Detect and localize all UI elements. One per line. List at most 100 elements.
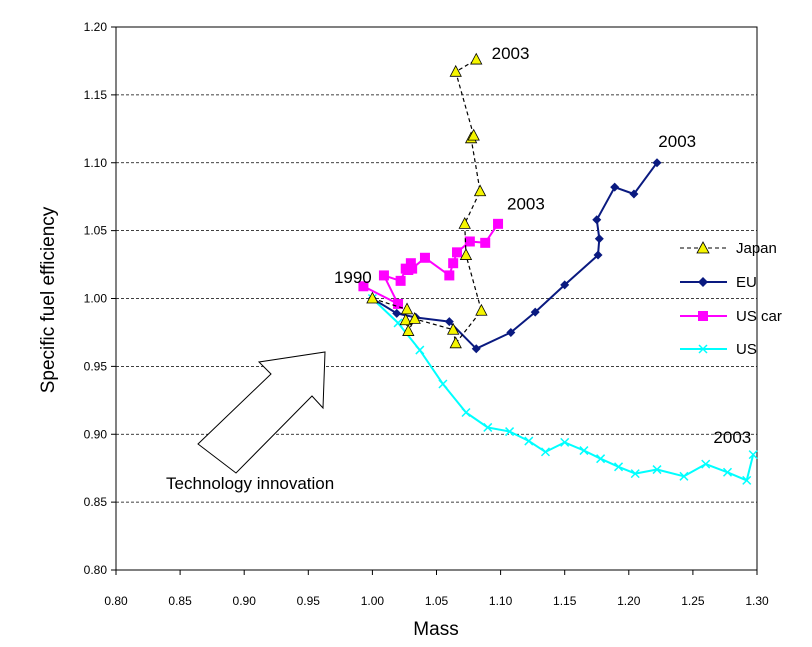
data-point-japan bbox=[366, 291, 379, 304]
series-line-eu bbox=[371, 162, 658, 350]
data-point-us bbox=[524, 436, 534, 446]
annotation-label: 2003 bbox=[658, 132, 696, 151]
legend-label-japan: Japan bbox=[736, 240, 777, 257]
data-point-eu bbox=[610, 182, 620, 192]
data-point-us bbox=[614, 462, 624, 472]
legend-entry-japan: Japan bbox=[680, 240, 777, 257]
y-tick-label: 1.10 bbox=[84, 156, 108, 170]
data-point-us bbox=[701, 459, 711, 469]
data-point-us bbox=[679, 471, 689, 481]
legend-marker-us bbox=[698, 344, 708, 354]
data-point-us bbox=[722, 467, 733, 477]
series-japan bbox=[366, 52, 488, 349]
data-point-us bbox=[461, 407, 471, 418]
series-line-us bbox=[371, 297, 755, 482]
data-point-us-car bbox=[493, 218, 504, 229]
data-point-japan bbox=[473, 184, 487, 197]
annotation-label: 1990 bbox=[334, 268, 372, 287]
data-point-eu bbox=[592, 215, 602, 225]
data-point-us bbox=[630, 469, 640, 479]
y-tick-label: 1.20 bbox=[84, 20, 108, 34]
series-us bbox=[367, 293, 758, 485]
x-tick-label: 1.25 bbox=[681, 594, 705, 608]
legend-label-us: US bbox=[736, 341, 757, 358]
data-point-us bbox=[596, 454, 606, 464]
legend-entry-us-car: US car bbox=[680, 308, 782, 325]
data-point-us-car bbox=[407, 263, 418, 274]
data-point-us bbox=[579, 446, 589, 456]
annotations: 2003 2003 2003 2003 1990 Technology innovatio… bbox=[166, 44, 751, 493]
x-tick-label: 0.95 bbox=[297, 594, 321, 608]
data-point-us-car bbox=[405, 258, 416, 269]
x-tick-label: 0.90 bbox=[233, 594, 257, 608]
data-point-japan bbox=[458, 216, 471, 229]
data-point-us-car bbox=[395, 275, 406, 286]
annotation-label: 2003 bbox=[507, 195, 545, 214]
data-point-eu bbox=[392, 308, 402, 318]
legend-entry-eu: EU bbox=[680, 274, 757, 291]
data-point-japan bbox=[449, 336, 462, 349]
data-point-eu bbox=[530, 307, 540, 317]
data-point-us bbox=[560, 437, 570, 447]
data-point-japan bbox=[399, 313, 412, 326]
x-tick-label: 1.15 bbox=[553, 594, 577, 608]
x-tick-label: 1.30 bbox=[745, 594, 769, 608]
data-point-eu bbox=[471, 344, 481, 354]
y-tick-label: 1.15 bbox=[84, 88, 108, 102]
y-tick-label: 0.80 bbox=[84, 563, 108, 577]
data-point-us bbox=[748, 450, 758, 460]
y-axis-title: Specific fuel efficiency bbox=[38, 206, 59, 393]
x-tick-label: 1.00 bbox=[361, 594, 385, 608]
data-point-eu bbox=[594, 234, 604, 244]
data-point-eu bbox=[593, 250, 603, 260]
x-axis-ticks: 0.80 0.85 0.90 0.95 1.00 1.05 1.10 1.15 1.20 1.25… bbox=[104, 570, 769, 608]
x-tick-label: 1.10 bbox=[489, 594, 513, 608]
y-tick-label: 0.85 bbox=[84, 495, 108, 509]
data-point-japan bbox=[402, 324, 415, 336]
data-point-japan bbox=[459, 248, 473, 260]
data-point-eu bbox=[652, 158, 662, 168]
data-point-eu bbox=[444, 317, 454, 327]
data-point-us bbox=[540, 447, 551, 457]
data-point-us bbox=[393, 318, 403, 328]
data-point-us bbox=[415, 345, 425, 355]
annotation-label: Technology innovation bbox=[166, 474, 334, 493]
annotation-label: 2003 bbox=[492, 44, 530, 63]
data-point-us-car bbox=[378, 270, 389, 281]
legend-entry-us: US bbox=[680, 341, 757, 358]
data-point-us bbox=[505, 427, 515, 437]
series-layer bbox=[358, 52, 758, 485]
legend-marker-japan bbox=[696, 241, 710, 254]
data-point-us-car bbox=[393, 298, 404, 309]
data-point-us bbox=[652, 465, 662, 475]
y-axis-ticks: 0.80 0.85 0.90 0.95 1.00 1.05 1.10 1.15 1.20 bbox=[84, 20, 116, 577]
data-point-us-car bbox=[419, 252, 430, 263]
data-point-japan bbox=[475, 303, 488, 316]
x-axis-title: Mass bbox=[413, 619, 458, 640]
data-point-us bbox=[438, 379, 448, 389]
data-point-us-car bbox=[444, 270, 455, 281]
data-point-japan bbox=[467, 128, 480, 141]
data-point-us bbox=[483, 422, 493, 432]
annotation-label: 2003 bbox=[713, 428, 751, 447]
data-point-japan bbox=[400, 302, 414, 315]
data-point-us-car bbox=[452, 247, 463, 258]
technology-innovation-arrow bbox=[197, 351, 326, 474]
data-point-eu bbox=[560, 280, 570, 290]
legend: Japan EU US car US bbox=[680, 240, 782, 358]
data-point-eu bbox=[629, 189, 639, 199]
data-point-us-car bbox=[464, 236, 475, 247]
data-point-us-car bbox=[358, 281, 369, 292]
legend-marker-eu bbox=[698, 277, 708, 287]
series-us-car bbox=[358, 218, 504, 309]
data-point-japan bbox=[447, 322, 460, 335]
y-tick-label: 0.90 bbox=[84, 427, 108, 441]
data-point-japan bbox=[449, 64, 462, 77]
legend-label-us-car: US car bbox=[736, 308, 782, 325]
data-point-eu bbox=[506, 327, 516, 337]
legend-marker-us-car bbox=[698, 311, 708, 321]
x-tick-label: 1.20 bbox=[617, 594, 641, 608]
data-point-japan bbox=[408, 312, 421, 324]
x-tick-label: 0.85 bbox=[168, 594, 192, 608]
